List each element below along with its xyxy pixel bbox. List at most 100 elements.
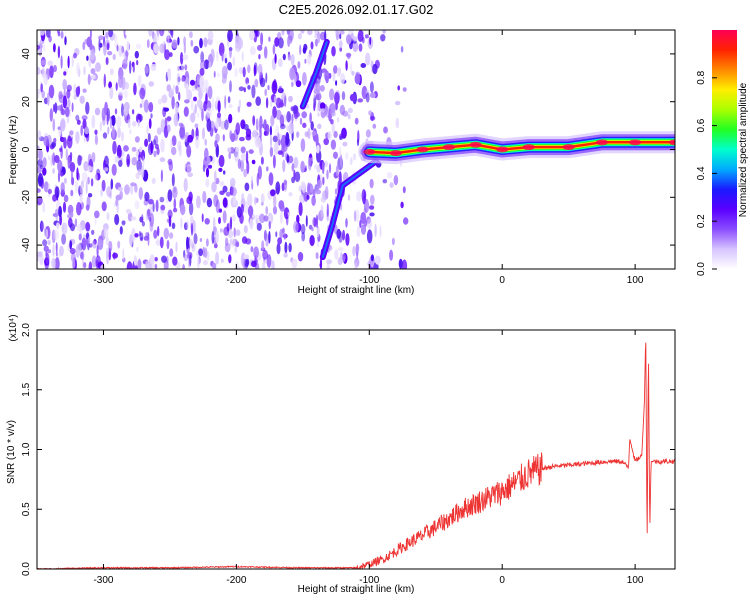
noise-cell (196, 112, 200, 118)
noise-cell (206, 107, 212, 118)
noise-cell (168, 215, 172, 228)
noise-cell (184, 99, 190, 104)
noise-cell (253, 196, 257, 206)
noise-cell (184, 134, 188, 143)
noise-cell (335, 80, 338, 86)
noise-cell (317, 112, 320, 117)
noise-cell (283, 252, 288, 258)
noise-cell (169, 30, 173, 36)
noise-cell (239, 136, 245, 142)
noise-cell (286, 125, 289, 132)
colorbar: 0.0 0.2 0.4 0.6 0.8 Normalized spectral ampl… (696, 30, 749, 276)
figure-title: C2E5.2026.092.01.17.G02 (279, 2, 434, 17)
carrier-peak (389, 150, 402, 157)
noise-cell (269, 125, 272, 137)
noise-cell (82, 118, 87, 130)
noise-cell (316, 106, 319, 113)
noise-cell (186, 145, 192, 158)
noise-cell (99, 42, 103, 48)
noise-cell (175, 85, 179, 94)
noise-cell (330, 119, 334, 125)
noise-cell (300, 181, 306, 191)
noise-cell (147, 210, 151, 221)
noise-cell (141, 214, 144, 223)
noise-cell (389, 182, 394, 189)
x-tick-label: 0 (499, 575, 505, 586)
x-tick-label: -300 (93, 275, 113, 286)
noise-cell (69, 151, 73, 160)
noise-cell (259, 127, 262, 140)
noise-cell (291, 163, 295, 172)
noise-cell (81, 115, 88, 121)
noise-cell (160, 118, 165, 133)
noise-cell (76, 243, 82, 256)
noise-cell (336, 116, 340, 123)
noise-cell (272, 135, 279, 143)
noise-cell (152, 139, 157, 146)
noise-cell (183, 36, 187, 46)
noise-cell (106, 42, 110, 51)
noise-cell (67, 98, 71, 109)
noise-cell (94, 173, 98, 181)
noise-cell (251, 130, 258, 138)
noise-cell (295, 111, 301, 118)
noise-cell (281, 30, 285, 36)
noise-cell (142, 155, 145, 167)
noise-cell (124, 51, 129, 57)
noise-cell (94, 107, 101, 116)
snr-y-multiplier: (x10⁴) (8, 314, 19, 341)
noise-cell (66, 135, 73, 149)
noise-cell (352, 153, 357, 161)
noise-cell (230, 186, 237, 197)
noise-cell (91, 255, 97, 268)
noise-cell (341, 91, 346, 101)
noise-cell (58, 129, 62, 136)
noise-cell (327, 130, 332, 141)
noise-cell (335, 165, 339, 177)
noise-cell (278, 85, 283, 93)
noise-cell (110, 117, 112, 130)
noise-cell (238, 99, 242, 109)
noise-cell (260, 156, 264, 165)
noise-cell (360, 224, 367, 235)
noise-cell (309, 112, 312, 124)
noise-cell (131, 146, 137, 152)
noise-cell (288, 95, 293, 103)
noise-cell (203, 249, 207, 258)
noise-cell (69, 162, 76, 173)
noise-cell (130, 216, 137, 221)
noise-cell (363, 198, 370, 213)
noise-cell (234, 245, 237, 254)
colorbar-axis: 0.0 0.2 0.4 0.6 0.8 (696, 70, 717, 276)
noise-cell (40, 59, 46, 66)
noise-cell (69, 248, 76, 255)
noise-cell (270, 99, 273, 108)
noise-cell (79, 155, 83, 161)
noise-cell (105, 247, 109, 258)
noise-cell (277, 150, 283, 155)
noise-cell (111, 163, 117, 176)
noise-cell (123, 145, 129, 152)
noise-cell (259, 77, 266, 88)
noise-cell (62, 79, 67, 91)
noise-cell (345, 218, 348, 228)
noise-cell (51, 141, 56, 148)
noise-cell (37, 44, 40, 51)
y-tick-label: 0 (21, 146, 32, 152)
noise-cell (153, 43, 160, 54)
noise-cell (241, 192, 245, 201)
noise-cell (220, 258, 224, 263)
noise-cell (218, 42, 225, 57)
noise-cell (159, 43, 165, 54)
noise-cell (37, 130, 42, 141)
noise-cell (383, 126, 388, 134)
noise-cell (167, 209, 173, 219)
noise-cell (252, 115, 256, 126)
noise-cell (314, 164, 319, 170)
noise-cell (147, 232, 150, 247)
noise-cell (237, 158, 242, 169)
noise-cell (219, 181, 225, 187)
noise-cell (157, 98, 163, 105)
noise-cell (268, 36, 271, 42)
